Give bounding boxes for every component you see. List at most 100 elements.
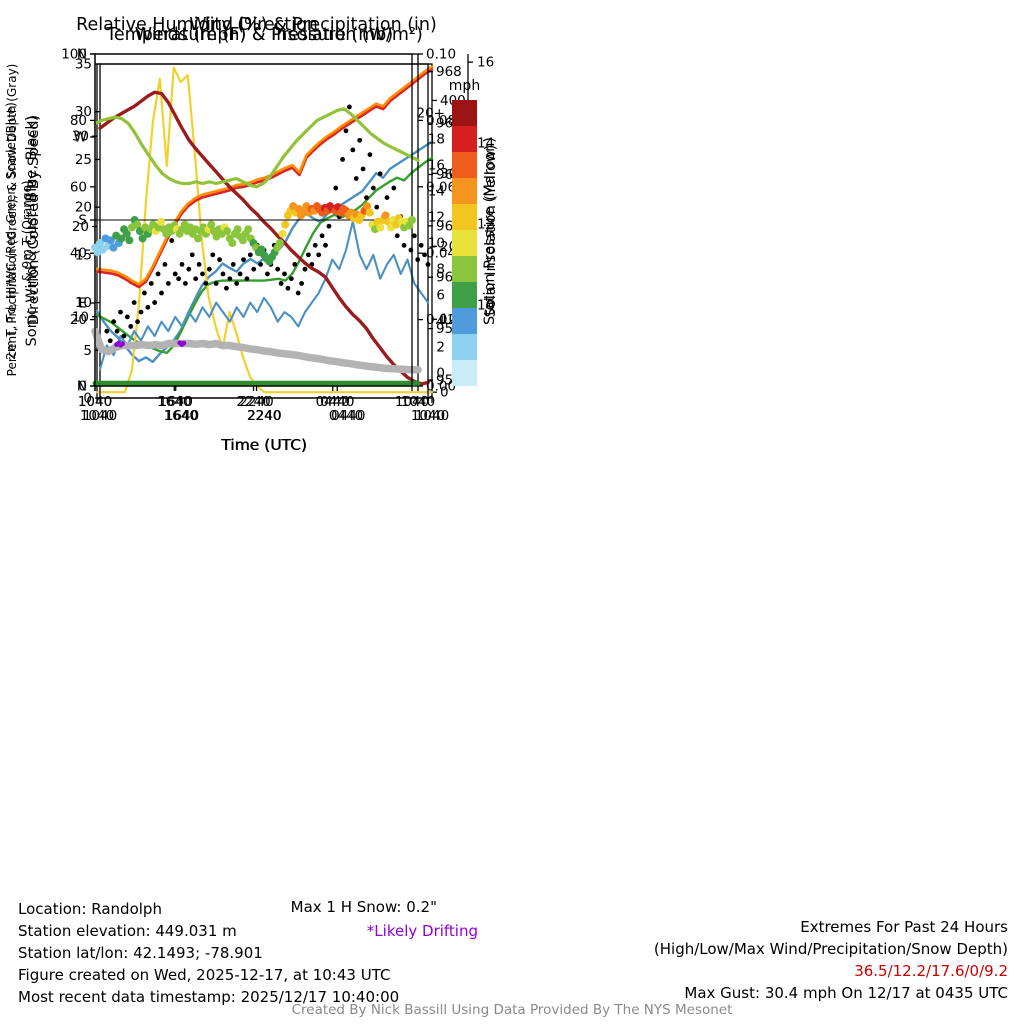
svg-text:1040: 1040	[78, 394, 112, 410]
svg-text:968: 968	[436, 64, 462, 80]
series-insolation	[95, 66, 434, 394]
svg-text:10: 10	[75, 295, 92, 311]
svg-text:0.00: 0.00	[426, 379, 456, 395]
svg-text:20: 20	[72, 219, 89, 235]
svg-text:& 9m T (Orange): & 9m T (Orange)	[20, 180, 34, 281]
svg-text:10: 10	[72, 309, 89, 325]
svg-text:0440: 0440	[320, 394, 354, 410]
svg-text:Temperature (F) & Insolation (: Temperature (F) & Insolation (W/m²)	[105, 25, 423, 45]
svg-text:1040: 1040	[78, 394, 112, 410]
series-temp-9m	[95, 65, 434, 286]
svg-text:16: 16	[428, 158, 445, 174]
svg-text:1640: 1640	[164, 408, 198, 424]
data-timestamp: Most recent data timestamp: 2025/12/17 1…	[18, 988, 400, 1006]
svg-text:1640: 1640	[157, 394, 191, 410]
svg-text:1040: 1040	[395, 394, 429, 410]
svg-text:1040: 1040	[401, 394, 435, 410]
svg-text:2: 2	[436, 340, 445, 356]
svg-text:60: 60	[70, 179, 87, 195]
svg-text:16: 16	[477, 55, 494, 71]
max-snow-note: Max 1 H Snow: 0.2"	[290, 898, 437, 916]
svg-text:10: 10	[428, 236, 445, 252]
station-location: Location: Randolph	[18, 900, 162, 918]
series-gusts	[101, 104, 431, 353]
svg-text:15: 15	[75, 247, 92, 263]
svg-text:2240: 2240	[247, 408, 281, 424]
svg-text:Station Pressure (Maroon): Station Pressure (Maroon)	[482, 137, 498, 325]
y-axis-right: 0.00 0.02 0.04 0.06 0.08 0.10	[418, 47, 456, 395]
svg-text:35: 35	[75, 57, 92, 73]
svg-text:0.08: 0.08	[426, 113, 456, 129]
svg-text:30: 30	[72, 129, 89, 145]
svg-text:0.04: 0.04	[426, 246, 456, 262]
svg-text:1040: 1040	[411, 408, 445, 424]
series-snow-depth	[91, 327, 422, 374]
svg-text:14: 14	[428, 184, 445, 200]
y-axis-left: 0 5 10 15 20 25 30 35	[75, 57, 100, 407]
svg-text:30: 30	[75, 104, 92, 120]
svg-text:Wind Direction: Wind Direction	[189, 15, 318, 35]
svg-text:4: 4	[436, 314, 445, 330]
station-info: Location: Randolph Station elevation: 44…	[18, 898, 399, 1008]
svg-text:0: 0	[440, 385, 449, 401]
svg-text:1040: 1040	[80, 408, 114, 424]
svg-text:0440: 0440	[316, 394, 350, 410]
station-elevation: Station elevation: 449.031 m	[18, 922, 237, 940]
svg-text:2240: 2240	[247, 408, 281, 424]
svg-text:Winds (mph) & Pressure (mb): Winds (mph) & Pressure (mb)	[135, 25, 393, 45]
svg-text:Time (UTC): Time (UTC)	[220, 436, 307, 454]
svg-text:Solar Insolation (Yellow): Solar Insolation (Yellow)	[483, 145, 499, 318]
svg-text:25: 25	[75, 152, 92, 168]
x-axis: 1040 1640 2240 0440 1040	[78, 386, 435, 410]
svg-text:2m T, Td, HI/WC (Red, Green, S: 2m T, Td, HI/WC (Red, Green, Scarlet/Blu…	[4, 102, 18, 360]
svg-text:12: 12	[428, 210, 445, 226]
svg-text:Sonic Wind & Gust (Blue, Black: Sonic Wind & Gust (Blue, Black)	[24, 116, 40, 347]
svg-text:Percent, Precipitation (Green): Percent, Precipitation (Green), & Snow D…	[5, 64, 19, 377]
svg-text:5: 5	[83, 343, 92, 359]
series-pressure	[98, 90, 430, 386]
svg-text:E: E	[78, 296, 87, 312]
max-gust: Max Gust: 30.4 mph On 12/17 at 0435 UTC	[684, 984, 1008, 1002]
svg-text:N: N	[77, 47, 87, 63]
y-axis-left: N E S W N	[74, 47, 95, 395]
svg-text:0.02: 0.02	[426, 312, 456, 328]
series-relative-humidity	[93, 107, 420, 189]
svg-text:6: 6	[436, 288, 445, 304]
svg-text:0440: 0440	[331, 408, 365, 424]
svg-text:100: 100	[61, 47, 87, 63]
series-likely-drifting	[114, 340, 187, 348]
series-sonic-wind	[98, 220, 430, 371]
svg-text:1040: 1040	[83, 408, 117, 424]
extremes-block: Extremes For Past 24 Hours (High/Low/Max…	[654, 916, 1008, 1004]
x-axis: 1040 1640 2240 0440 1040	[80, 398, 449, 424]
extremes-title: Extremes For Past 24 Hours	[800, 918, 1008, 936]
svg-text:8: 8	[436, 262, 445, 278]
svg-text:0.06: 0.06	[426, 179, 456, 195]
svg-text:20: 20	[70, 312, 87, 328]
credit-line: Created By Nick Bassill Using Data Provi…	[291, 1002, 733, 1018]
station-latlon: Station lat/lon: 42.1493; -78.901	[18, 944, 263, 962]
svg-text:20+: 20+	[417, 106, 446, 122]
extremes-values: 36.5/12.2/17.6/0/9.2	[854, 962, 1008, 980]
svg-text:10: 10	[477, 298, 494, 314]
svg-text:12: 12	[477, 217, 494, 233]
series-wind-direction	[91, 202, 416, 266]
figure-created: Figure created on Wed, 2025-12-17, at 10…	[18, 966, 391, 984]
svg-text:N: N	[77, 379, 87, 395]
svg-text:0440: 0440	[329, 408, 363, 424]
svg-text:mph: mph	[449, 78, 480, 94]
svg-text:1640: 1640	[165, 408, 199, 424]
svg-text:20: 20	[75, 200, 92, 216]
svg-text:80: 80	[70, 113, 87, 129]
svg-text:1640: 1640	[159, 394, 193, 410]
svg-text:0: 0	[436, 366, 445, 382]
svg-text:2240: 2240	[236, 394, 270, 410]
svg-text:0: 0	[83, 391, 92, 407]
x-axis: 1040 1640 2240 0440 1040	[78, 386, 429, 410]
svg-text:14: 14	[477, 136, 494, 152]
extremes-subtitle: (High/Low/Max Wind/Precipitation/Snow De…	[653, 940, 1008, 958]
